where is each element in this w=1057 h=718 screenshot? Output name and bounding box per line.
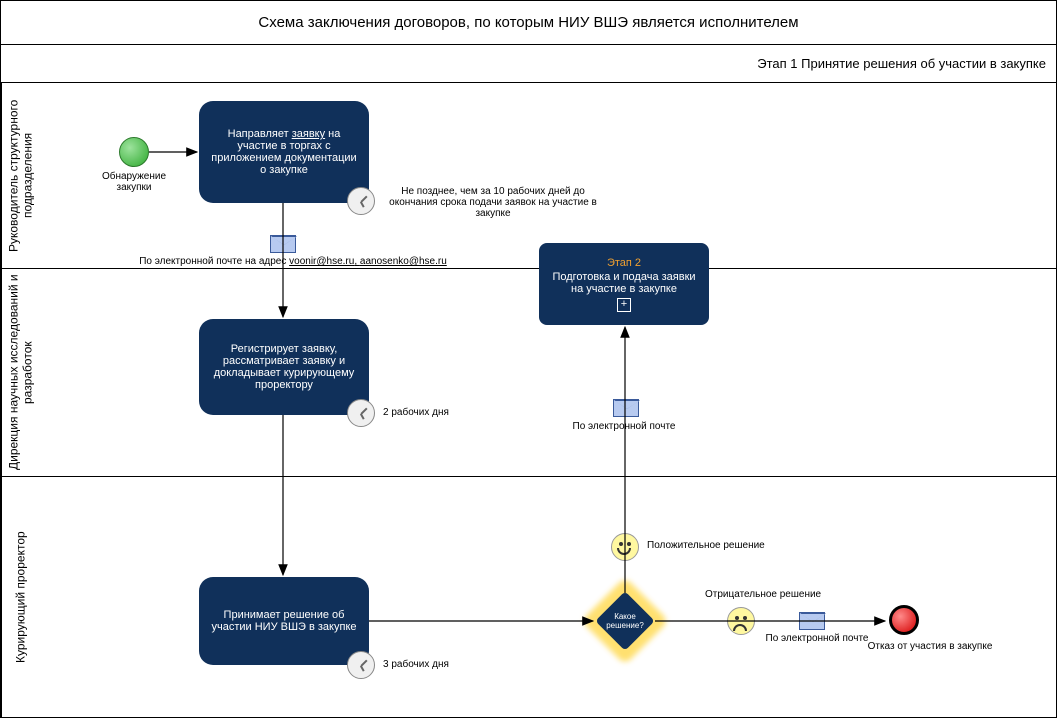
task-3-text: Принимает решение об участии НИУ ВШЭ в з… — [207, 609, 361, 633]
email-annotation: По электронной почте на адрес voonir@hse… — [123, 256, 463, 267]
envelope-icon-2 — [613, 399, 639, 417]
diagram-container: Схема заключения договоров, по которым Н… — [0, 0, 1057, 718]
email-link-1[interactable]: voonir@hse.ru — [289, 256, 354, 267]
lanes: Руководитель структурного подразделения … — [1, 83, 1056, 718]
task-decision: Принимает решение об участии НИУ ВШЭ в з… — [199, 577, 369, 665]
lane-1: Руководитель структурного подразделения … — [1, 83, 1056, 269]
task-register: Регистрирует заявку, рассматривает заявк… — [199, 319, 369, 415]
subprocess-marker-icon: + — [617, 298, 631, 312]
task-1-text: Направляет заявку на участие в торгах с … — [207, 128, 361, 176]
end-event — [889, 605, 919, 635]
stage-label: Этап 1 Принятие решения об участии в зак… — [1, 45, 1056, 83]
email-short-annotation: По электронной почте — [559, 421, 689, 432]
start-event-label: Обнаружение закупки — [89, 171, 179, 193]
start-event — [119, 137, 149, 167]
lane-3-body: Принимает решение об участии НИУ ВШЭ в з… — [39, 477, 1056, 718]
lane-2: Дирекция научных исследований и разработ… — [1, 269, 1056, 477]
end-event-label: Отказ от участия в закупке — [865, 641, 995, 652]
lane-1-body: Обнаружение закупки Направляет заявку на… — [39, 83, 1056, 268]
smiley-positive-icon — [611, 533, 639, 561]
gateway-label: Какое решение? — [596, 612, 654, 630]
subprocess-stage2: Этап 2 Подготовка и подача заявки на уча… — [539, 243, 709, 325]
lane-3: Курирующий проректор Принимает решение о… — [1, 477, 1056, 718]
clock-icon-1 — [347, 187, 375, 215]
smiley-negative-icon — [727, 607, 755, 635]
negative-label: Отрицательное решение — [705, 589, 821, 600]
gateway: Какое решение? — [595, 591, 655, 651]
subprocess-text: Подготовка и подача заявки на участие в … — [547, 271, 701, 295]
positive-label: Положительное решение — [647, 540, 765, 551]
email-short-annotation-3: По электронной почте — [762, 633, 872, 644]
task-2-text: Регистрирует заявку, рассматривает заявк… — [207, 343, 361, 391]
application-link[interactable]: заявку — [292, 128, 325, 140]
lane-3-label: Курирующий проректор — [1, 477, 39, 718]
lane-2-label: Дирекция научных исследований и разработ… — [1, 269, 39, 476]
days-annotation-2: 2 рабочих дня — [383, 407, 449, 418]
clock-icon-2 — [347, 399, 375, 427]
deadline-annotation-1: Не позднее, чем за 10 рабочих дней до ок… — [383, 186, 603, 219]
clock-icon-3 — [347, 651, 375, 679]
envelope-icon-3 — [799, 612, 825, 630]
task-send-application: Направляет заявку на участие в торгах с … — [199, 101, 369, 203]
diagram-title: Схема заключения договоров, по которым Н… — [1, 1, 1056, 45]
days-annotation-3: 3 рабочих дня — [383, 659, 449, 670]
lane-1-label: Руководитель структурного подразделения — [1, 83, 39, 268]
email-link-2[interactable]: aanosenko@hse.ru — [360, 256, 447, 267]
envelope-icon-1 — [270, 235, 296, 253]
stage2-title: Этап 2 — [607, 257, 641, 269]
